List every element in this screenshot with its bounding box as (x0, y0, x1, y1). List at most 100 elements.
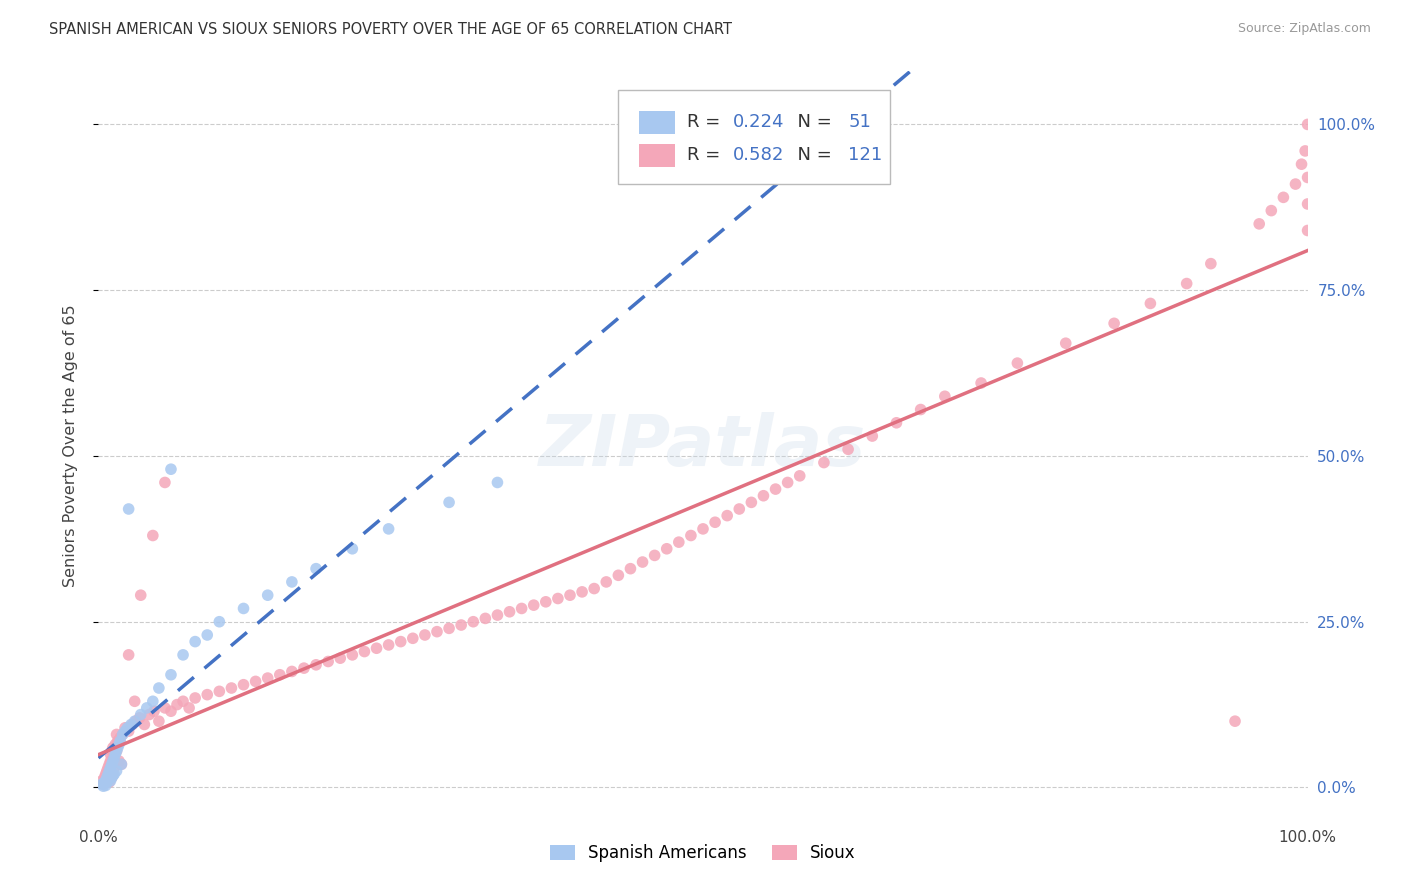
Point (160, 704, 183, 718)
Point (523, 598, 546, 612)
Point (1296, 170, 1319, 185)
Point (129, 707, 152, 722)
Point (305, 562, 328, 576)
Text: 0.582: 0.582 (734, 146, 785, 164)
Point (534, 595, 557, 609)
Point (98, 768, 121, 782)
Point (121, 717, 143, 731)
Point (776, 475, 799, 490)
Point (595, 574, 617, 589)
Point (100, 765, 122, 780)
Point (110, 757, 132, 772)
Text: N =: N = (786, 146, 838, 164)
Point (91, 773, 114, 788)
Point (94, 767, 117, 781)
Point (96, 772, 118, 787)
Point (256, 671, 278, 685)
Point (607, 568, 630, 582)
Point (101, 740, 124, 755)
FancyBboxPatch shape (638, 144, 675, 167)
Legend: Spanish Americans, Sioux: Spanish Americans, Sioux (543, 838, 863, 869)
Point (125, 714, 148, 728)
Point (1249, 217, 1271, 231)
Point (195, 628, 218, 642)
Point (117, 721, 139, 735)
Point (100, 771, 122, 785)
Point (679, 528, 702, 542)
Point (129, 588, 152, 602)
Point (1272, 190, 1295, 204)
Point (765, 482, 787, 496)
Point (813, 456, 835, 470)
Point (437, 621, 460, 635)
Point (184, 690, 207, 705)
Point (389, 634, 412, 648)
Point (108, 738, 131, 752)
Point (108, 734, 131, 748)
Point (342, 648, 364, 662)
Point (571, 585, 593, 599)
Point (111, 727, 134, 741)
Point (245, 674, 267, 689)
Point (547, 591, 569, 606)
Point (195, 688, 218, 702)
Point (104, 738, 127, 752)
Point (184, 634, 207, 648)
Point (91, 777, 114, 791)
Point (104, 747, 127, 762)
Point (305, 657, 328, 672)
Point (486, 608, 509, 623)
Text: N =: N = (786, 113, 838, 131)
Point (143, 704, 166, 718)
Point (100, 744, 122, 758)
Point (108, 731, 131, 745)
Point (704, 515, 727, 529)
Point (269, 667, 291, 681)
Point (353, 644, 375, 658)
Point (103, 761, 125, 775)
Point (103, 767, 125, 781)
Point (1054, 336, 1077, 351)
Y-axis label: Seniors Poverty Over the Age of 65: Seniors Poverty Over the Age of 65 (63, 305, 77, 587)
Point (153, 475, 176, 490)
Point (377, 522, 399, 536)
Text: 51: 51 (848, 113, 870, 131)
Point (413, 628, 436, 642)
Point (221, 681, 243, 695)
Text: Source: ZipAtlas.com: Source: ZipAtlas.com (1237, 22, 1371, 36)
Point (1199, 257, 1222, 271)
Point (208, 684, 231, 698)
Point (329, 651, 352, 665)
Point (644, 549, 666, 563)
Point (1296, 197, 1319, 211)
Point (366, 641, 388, 656)
Point (160, 462, 183, 476)
Point (105, 764, 128, 778)
Point (1139, 296, 1161, 310)
Point (619, 562, 641, 576)
Point (91, 779, 114, 793)
Point (94, 775, 117, 789)
Point (93, 771, 115, 785)
Point (96, 771, 118, 785)
Point (134, 717, 156, 731)
Point (292, 661, 315, 675)
Point (510, 601, 533, 615)
Point (107, 740, 129, 755)
Point (1175, 277, 1198, 291)
Point (377, 638, 399, 652)
Point (232, 678, 254, 692)
Point (692, 522, 714, 536)
Point (1296, 117, 1319, 131)
Point (96, 775, 118, 789)
Point (148, 714, 170, 728)
Point (97, 772, 120, 787)
Point (105, 744, 128, 758)
Text: R =: R = (688, 146, 727, 164)
Point (100, 771, 122, 785)
Point (153, 701, 176, 715)
Point (166, 698, 188, 712)
Point (94, 779, 117, 793)
Point (1291, 157, 1313, 171)
Point (114, 721, 136, 735)
